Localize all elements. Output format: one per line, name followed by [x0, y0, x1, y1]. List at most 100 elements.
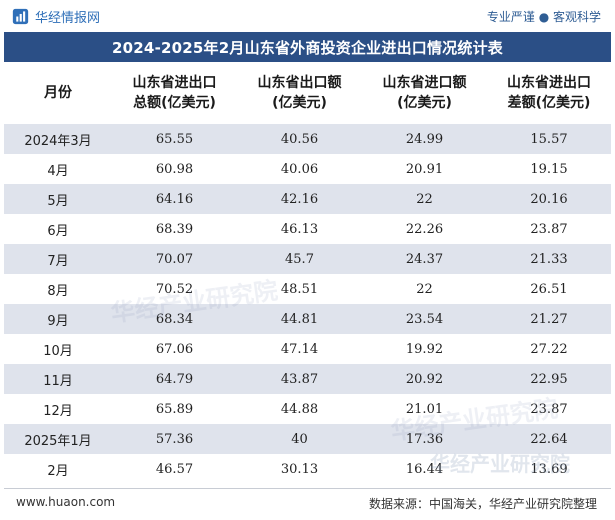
table-row: 10月 67.06 47.14 19.92 27.22: [4, 334, 611, 364]
cell-balance: 21.33: [487, 244, 611, 274]
cell-month: 11月: [4, 364, 112, 394]
header-line: 总额(亿美元): [133, 95, 216, 111]
cell-month: 2025年1月: [4, 424, 112, 454]
cell-import: 23.54: [362, 304, 487, 334]
cell-export: 43.87: [237, 364, 362, 394]
header-export: 山东省出口额 (亿美元): [237, 62, 362, 124]
cell-import: 20.91: [362, 154, 487, 184]
cell-export: 48.51: [237, 274, 362, 304]
cell-export: 47.14: [237, 334, 362, 364]
cell-export: 40: [237, 424, 362, 454]
cell-total: 68.39: [112, 214, 237, 244]
cell-import: 22.26: [362, 214, 487, 244]
brand[interactable]: 华经情报网: [12, 7, 100, 26]
slogan: 专业严谨 ● 客观科学: [486, 10, 601, 24]
data-table: 月份 山东省进出口 总额(亿美元) 山东省出口额 (亿美元) 山东省进口额 (亿…: [4, 62, 611, 484]
cell-import: 20.92: [362, 364, 487, 394]
cell-month: 10月: [4, 334, 112, 364]
cell-total: 57.36: [112, 424, 237, 454]
cell-month: 2024年3月: [4, 124, 112, 154]
cell-total: 64.16: [112, 184, 237, 214]
cell-total: 65.89: [112, 394, 237, 424]
cell-export: 40.56: [237, 124, 362, 154]
cell-export: 46.13: [237, 214, 362, 244]
cell-balance: 26.51: [487, 274, 611, 304]
cell-balance: 19.15: [487, 154, 611, 184]
cell-import: 24.37: [362, 244, 487, 274]
cell-total: 60.98: [112, 154, 237, 184]
cell-export: 45.7: [237, 244, 362, 274]
cell-month: 7月: [4, 244, 112, 274]
cell-month: 9月: [4, 304, 112, 334]
header-month: 月份: [4, 62, 112, 124]
brand-name: 华经情报网: [35, 11, 101, 26]
header-line: 山东省进口额: [382, 75, 467, 91]
brand-logo-icon: [12, 8, 29, 25]
cell-month: 6月: [4, 214, 112, 244]
cell-month: 4月: [4, 154, 112, 184]
table-row: 7月 70.07 45.7 24.37 21.33: [4, 244, 611, 274]
header-total: 山东省进出口 总额(亿美元): [112, 62, 237, 124]
cell-import: 21.01: [362, 394, 487, 424]
table-row: 2月 46.57 30.13 16.44 13.69: [4, 454, 611, 484]
header-line: 山东省进出口: [507, 75, 591, 91]
footer-url-link[interactable]: www.huaon.com: [16, 495, 116, 509]
header-line: 山东省进出口: [132, 75, 217, 91]
footer-source: 数据来源：中国海关，华经产业研究院整理: [368, 497, 597, 511]
cell-export: 40.06: [237, 154, 362, 184]
table-header-row: 月份 山东省进出口 总额(亿美元) 山东省出口额 (亿美元) 山东省进口额 (亿…: [4, 62, 611, 124]
table-row: 2025年1月 57.36 40 17.36 22.64: [4, 424, 611, 454]
cell-import: 24.99: [362, 124, 487, 154]
cell-month: 8月: [4, 274, 112, 304]
header-line: 差额(亿美元): [507, 95, 591, 111]
cell-balance: 20.16: [487, 184, 611, 214]
table-title: 2024-2025年2月山东省外商投资企业进出口情况统计表: [4, 32, 611, 62]
header-line: 山东省出口额: [257, 75, 342, 91]
table-row: 11月 64.79 43.87 20.92 22.95: [4, 364, 611, 394]
cell-month: 5月: [4, 184, 112, 214]
table-row: 8月 70.52 48.51 22 26.51: [4, 274, 611, 304]
cell-export: 44.81: [237, 304, 362, 334]
footer: www.huaon.com 数据来源：中国海关，华经产业研究院整理: [4, 492, 611, 514]
cell-total: 64.79: [112, 364, 237, 394]
table-row: 9月 68.34 44.81 23.54 21.27: [4, 304, 611, 334]
cell-total: 65.55: [112, 124, 237, 154]
cell-total: 68.34: [112, 304, 237, 334]
footer-divider: [4, 488, 611, 489]
table-row: 4月 60.98 40.06 20.91 19.15: [4, 154, 611, 184]
data-table-container: 月份 山东省进出口 总额(亿美元) 山东省出口额 (亿美元) 山东省进口额 (亿…: [4, 62, 611, 484]
cell-total: 70.52: [112, 274, 237, 304]
cell-balance: 21.27: [487, 304, 611, 334]
cell-import: 19.92: [362, 334, 487, 364]
cell-export: 30.13: [237, 454, 362, 484]
cell-month: 12月: [4, 394, 112, 424]
cell-export: 44.88: [237, 394, 362, 424]
table-row: 2024年3月 65.55 40.56 24.99 15.57: [4, 124, 611, 154]
top-bar: 华经情报网 专业严谨 ● 客观科学: [0, 0, 615, 32]
cell-balance: 23.87: [487, 394, 611, 424]
table-row: 6月 68.39 46.13 22.26 23.87: [4, 214, 611, 244]
cell-import: 22: [362, 274, 487, 304]
cell-import: 22: [362, 184, 487, 214]
cell-total: 70.07: [112, 244, 237, 274]
cell-total: 46.57: [112, 454, 237, 484]
cell-export: 42.16: [237, 184, 362, 214]
table-body: 2024年3月 65.55 40.56 24.99 15.57 4月 60.98…: [4, 124, 611, 484]
cell-import: 16.44: [362, 454, 487, 484]
header-line: (亿美元): [272, 95, 327, 111]
cell-balance: 23.87: [487, 214, 611, 244]
cell-total: 67.06: [112, 334, 237, 364]
cell-month: 2月: [4, 454, 112, 484]
cell-balance: 13.69: [487, 454, 611, 484]
header-line: (亿美元): [397, 95, 452, 111]
cell-import: 17.36: [362, 424, 487, 454]
header-import: 山东省进口额 (亿美元): [362, 62, 487, 124]
cell-balance: 22.95: [487, 364, 611, 394]
header-line: 月份: [44, 85, 72, 101]
cell-balance: 22.64: [487, 424, 611, 454]
header-balance: 山东省进出口 差额(亿美元): [487, 62, 611, 124]
cell-balance: 15.57: [487, 124, 611, 154]
table-row: 12月 65.89 44.88 21.01 23.87: [4, 394, 611, 424]
table-row: 5月 64.16 42.16 22 20.16: [4, 184, 611, 214]
